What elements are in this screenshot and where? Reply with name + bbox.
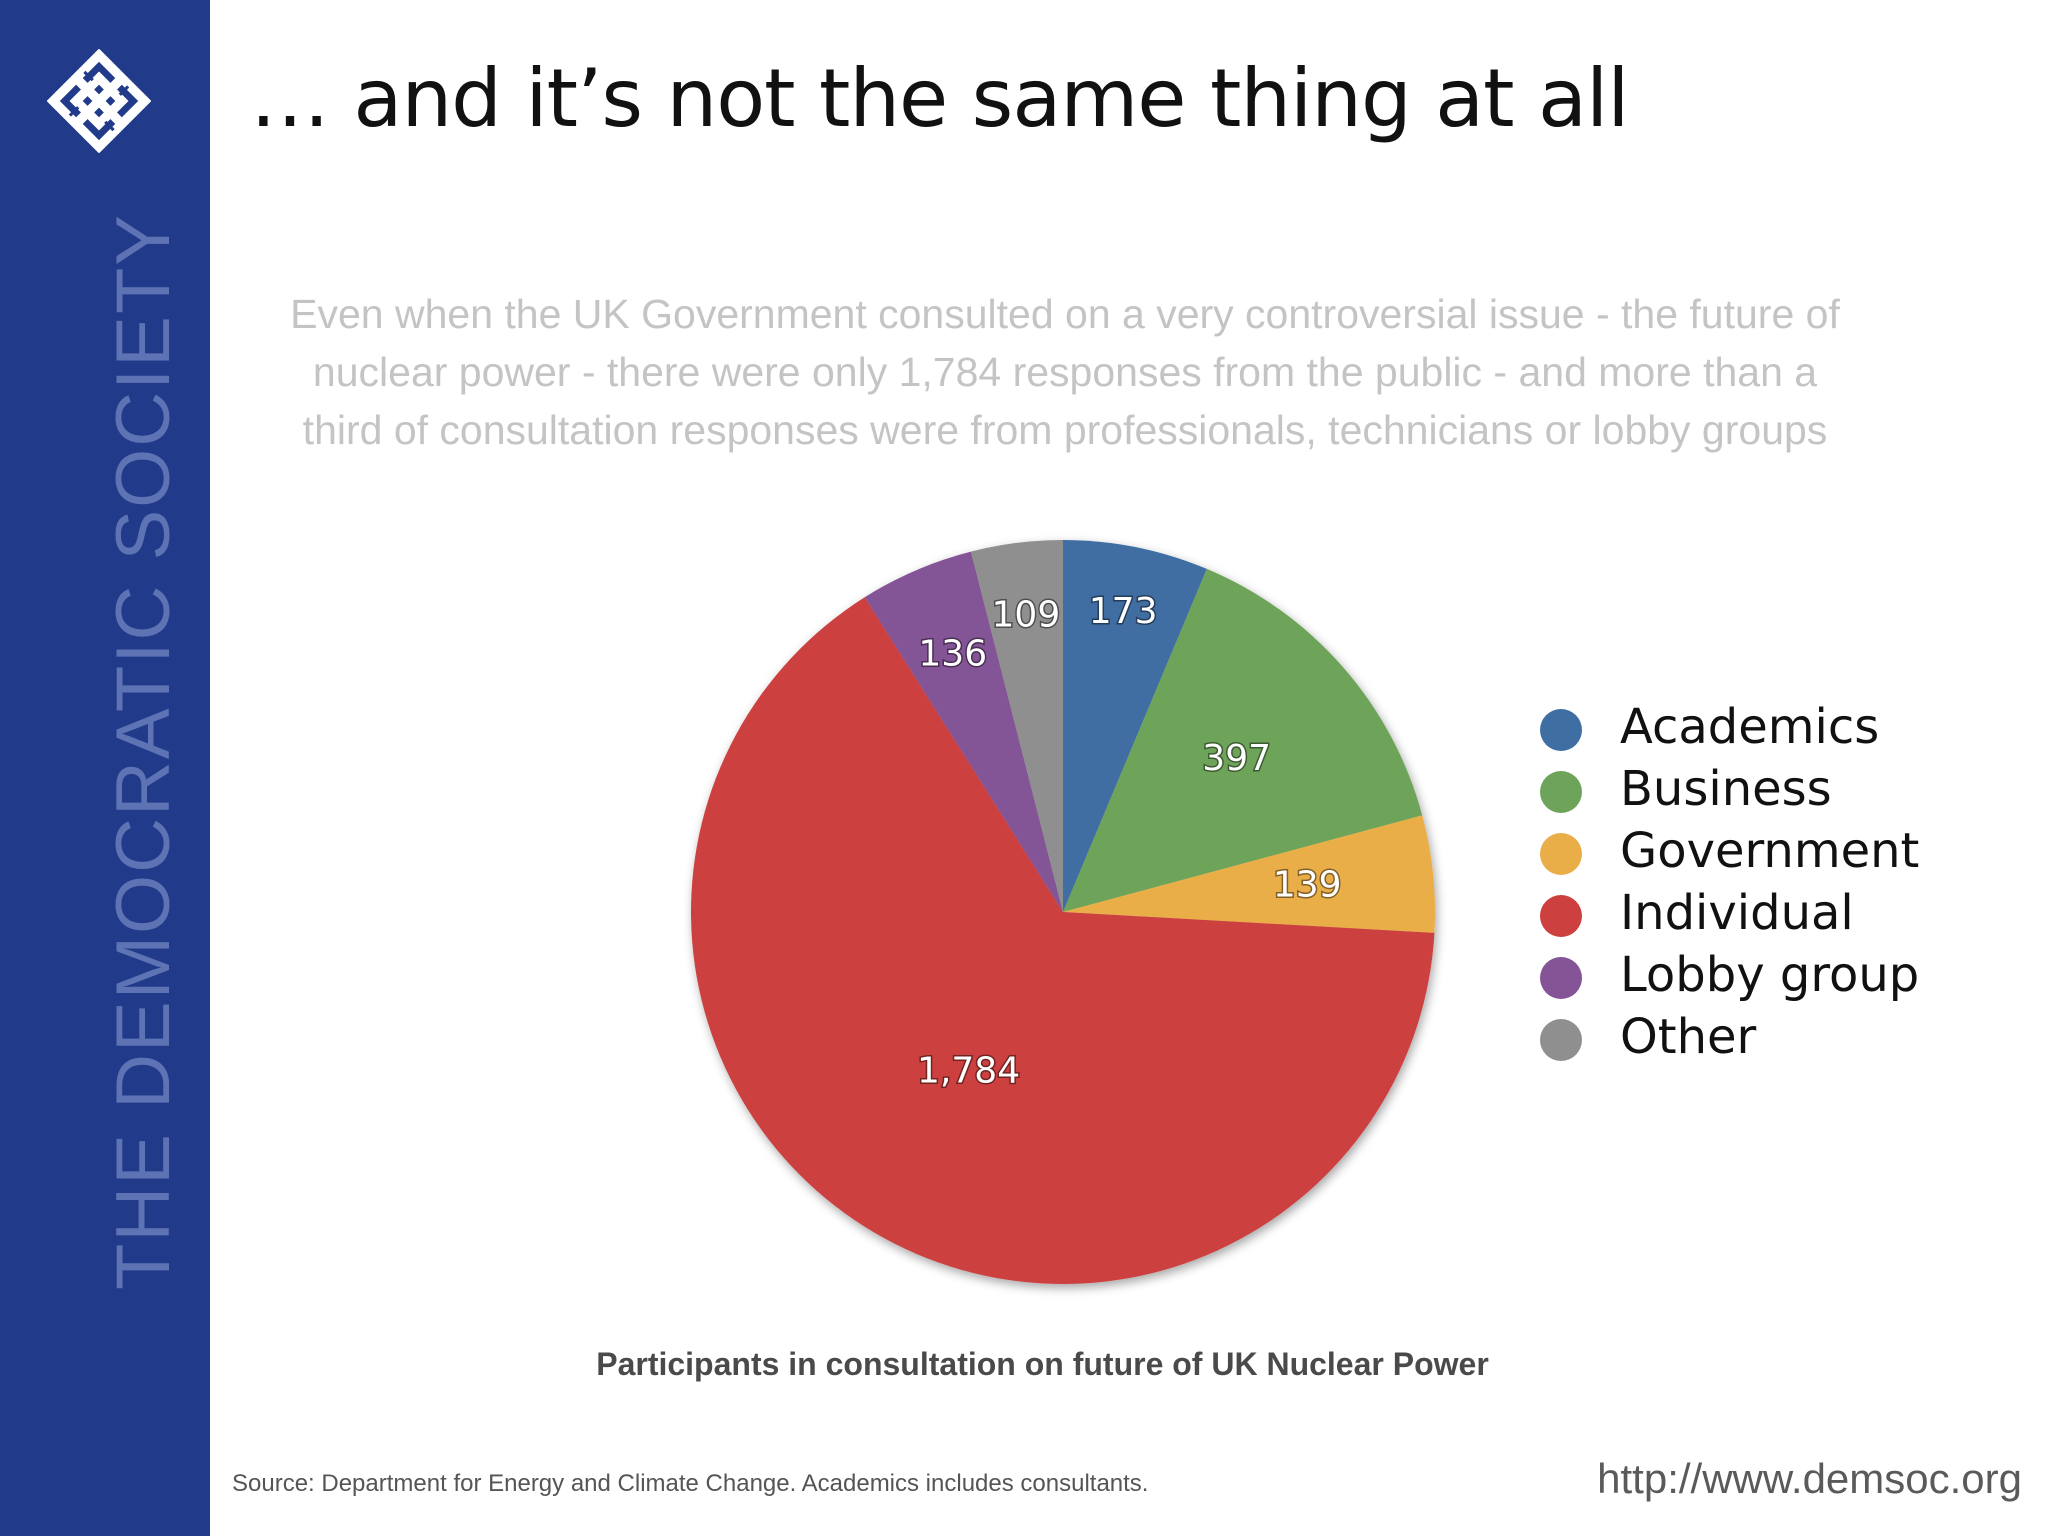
woven-diamond-logo-icon [47,49,151,153]
legend: Academics Business Government Individual Lob… [1540,699,1919,1065]
pie-slices [690,540,1435,1284]
legend-label: Individual [1620,885,1854,941]
intro-paragraph: Even when the UK Government consulted on… [290,291,1840,453]
chart-title: Participants in consultation on future o… [596,1346,1489,1382]
pie-slice-academics [1063,540,1207,912]
slice-value-label: 397 [1202,738,1271,779]
legend-swatch [1540,771,1582,813]
legend-label: Other [1620,1009,1757,1065]
legend-label: Lobby group [1620,947,1919,1003]
website-url[interactable]: http://www.demsoc.org [1597,1455,2022,1502]
slice-value-label: 109 [992,595,1061,636]
legend-swatch [1540,895,1582,937]
legend-label: Academics [1620,699,1879,755]
slice-value-label: 139 [1273,865,1342,906]
page-title: … and it’s not the same thing at all [250,52,1629,145]
pie-slice-lobby-group [864,551,1063,912]
pie-slice-individual [690,597,1435,1284]
pie-slice-business [1063,568,1423,912]
legend-swatch [1540,709,1582,751]
legend-label: Business [1620,761,1832,817]
legend-swatch [1540,833,1582,875]
pie-slice-other [970,540,1063,912]
legend-label: Government [1620,823,1919,879]
source-note: Source: Department for Energy and Climat… [232,1470,1149,1497]
legend-swatch [1540,1019,1582,1061]
slice-value-label: 173 [1089,591,1158,632]
slice-value-label: 136 [918,634,987,675]
legend-swatch [1540,957,1582,999]
slice-value-label: 1,784 [917,1050,1020,1091]
pie-slice-government [1063,815,1435,933]
sidebar: THE DEMOCRATIC SOCIETY [0,0,210,1536]
